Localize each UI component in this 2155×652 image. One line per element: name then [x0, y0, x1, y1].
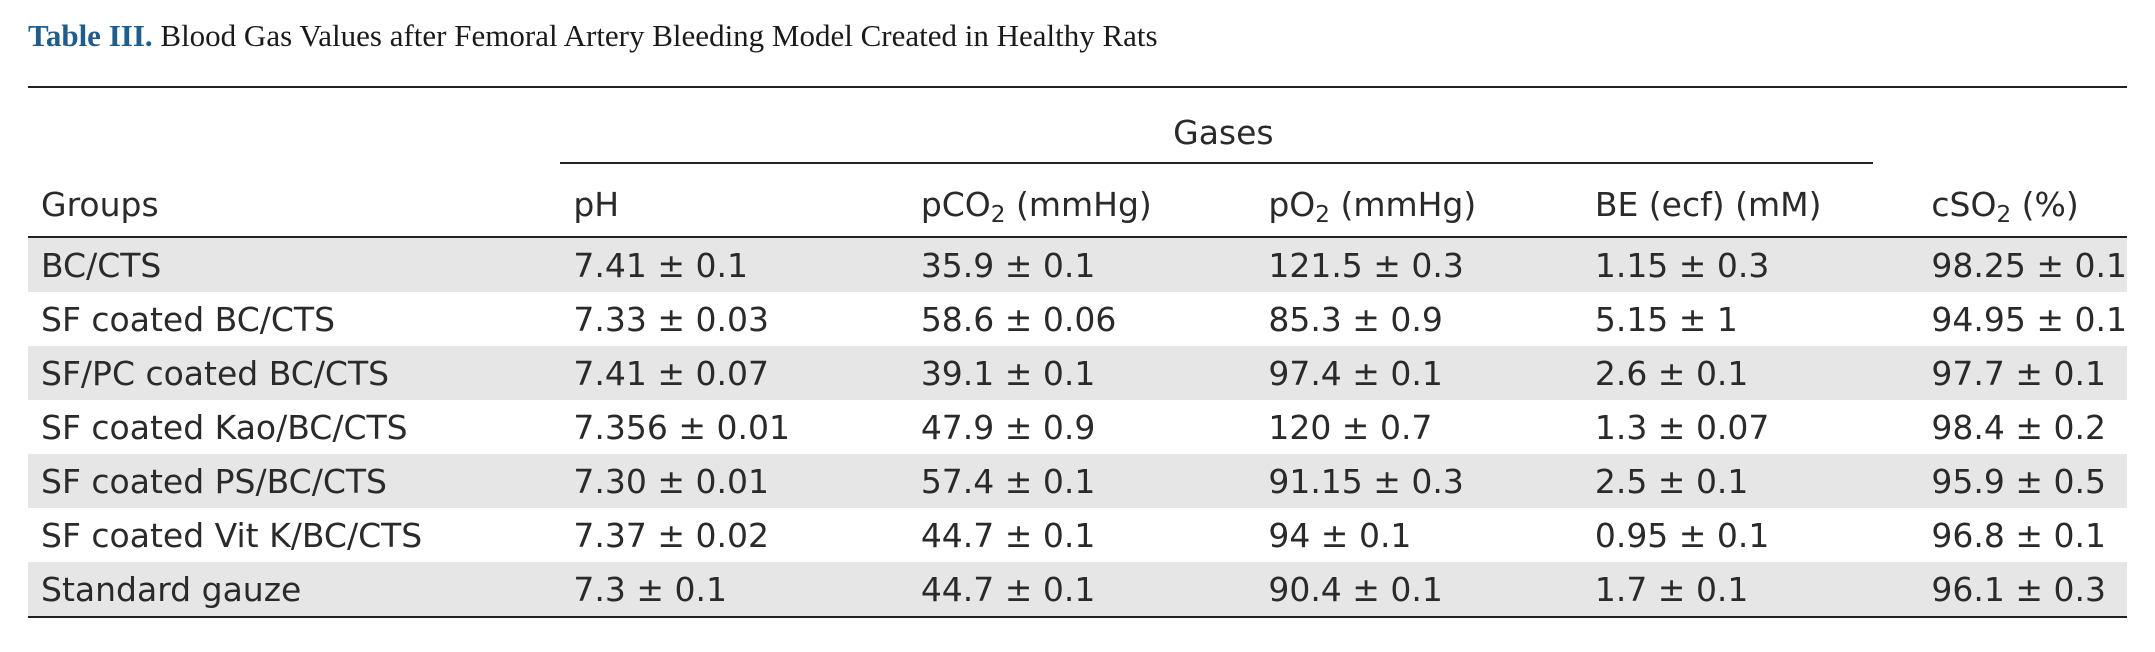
cell-ph: 7.356 ± 0.01: [573, 407, 790, 447]
col-header-pco2: pCO2 (mmHg): [907, 172, 1256, 238]
cell-po2: 90.4 ± 0.1: [1255, 562, 1582, 618]
cell-group: BC/CTS: [28, 237, 561, 292]
blood-gas-table: Gases Groups pH pCO2 (mmHg) pO2 (mmHg) B…: [28, 100, 2127, 618]
cell-po2: 91.15 ± 0.3: [1255, 454, 1582, 508]
col-header-ph: pH: [560, 172, 908, 238]
col-header-groups: Groups: [28, 172, 561, 238]
cell-group: SF coated Vit K/BC/CTS: [41, 515, 423, 555]
cell-cso2: 97.7 ± 0.1: [1918, 346, 2127, 400]
cell-pco2: 44.7 ± 0.1: [907, 562, 1256, 618]
cell-cso2: 96.8 ± 0.1: [1931, 515, 2106, 555]
cell-po2: 94 ± 0.1: [1268, 515, 1412, 555]
cell-pco2: 39.1 ± 0.1: [907, 346, 1256, 400]
cell-pco2: 35.9 ± 0.1: [907, 237, 1256, 292]
cell-group: SF coated Kao/BC/CTS: [41, 407, 408, 447]
table-row: SF coated Vit K/BC/CTS 7.37 ± 0.02 44.7 …: [28, 508, 2127, 562]
cell-be: 0.95 ± 0.1: [1594, 515, 1770, 555]
cell-group: Standard gauze: [28, 562, 561, 618]
cell-group: SF coated PS/BC/CTS: [28, 454, 561, 508]
table-row: SF/PC coated BC/CTS 7.41 ± 0.07 39.1 ± 0…: [28, 346, 2127, 400]
cell-pco2: 44.7 ± 0.1: [920, 515, 1096, 555]
table-row: BC/CTS 7.41 ± 0.1 35.9 ± 0.1 121.5 ± 0.3…: [28, 237, 2127, 292]
cell-cso2: 95.9 ± 0.5: [1918, 454, 2127, 508]
table-row: SF coated PS/BC/CTS 7.30 ± 0.01 57.4 ± 0…: [28, 454, 2127, 508]
cell-group: SF coated BC/CTS: [41, 299, 336, 339]
cell-po2: 121.5 ± 0.3: [1255, 237, 1582, 292]
cell-be: 5.15 ± 1: [1594, 299, 1738, 339]
table-row: SF coated BC/CTS 7.33 ± 0.03 58.6 ± 0.06…: [28, 292, 2127, 346]
cell-cso2: 98.4 ± 0.2: [1931, 407, 2106, 447]
cell-ph: 7.30 ± 0.01: [560, 454, 908, 508]
top-rule: [28, 86, 2127, 88]
col-header-be: BE (ecf) (mM): [1581, 172, 1919, 238]
cell-ph: 7.3 ± 0.1: [560, 562, 908, 618]
header-group-row: Gases: [28, 100, 2127, 172]
cell-po2: 97.4 ± 0.1: [1255, 346, 1582, 400]
cell-ph: 7.33 ± 0.03: [573, 299, 769, 339]
cell-cso2: 94.95 ± 0.1: [1931, 299, 2127, 339]
cell-be: 2.6 ± 0.1: [1581, 346, 1919, 400]
table-title: Blood Gas Values after Femoral Artery Bl…: [160, 18, 1158, 53]
cell-ph: 7.37 ± 0.02: [573, 515, 769, 555]
cell-po2: 120 ± 0.7: [1268, 407, 1433, 447]
cell-be: 1.15 ± 0.3: [1581, 237, 1919, 292]
cell-cso2: 98.25 ± 0.1: [1918, 237, 2127, 292]
cell-be: 2.5 ± 0.1: [1581, 454, 1919, 508]
cell-ph: 7.41 ± 0.07: [560, 346, 908, 400]
cell-pco2: 47.9 ± 0.9: [920, 407, 1096, 447]
table-label: Table III.: [28, 18, 153, 53]
cell-be: 1.3 ± 0.07: [1594, 407, 1770, 447]
cell-pco2: 57.4 ± 0.1: [907, 454, 1256, 508]
cell-be: 1.7 ± 0.1: [1581, 562, 1919, 618]
cell-group: SF/PC coated BC/CTS: [28, 346, 561, 400]
cell-ph: 7.41 ± 0.1: [560, 237, 908, 292]
table-row: Standard gauze 7.3 ± 0.1 44.7 ± 0.1 90.4…: [28, 562, 2127, 618]
col-header-po2: pO2 (mmHg): [1255, 172, 1582, 238]
col-header-cso2: cSO2 (%): [1918, 172, 2127, 238]
cell-po2: 85.3 ± 0.9: [1268, 299, 1443, 339]
cell-cso2: 96.1 ± 0.3: [1918, 562, 2127, 618]
gases-group-header: Gases: [560, 100, 1918, 172]
table-container: Gases Groups pH pCO2 (mmHg) pO2 (mmHg) B…: [28, 100, 2127, 618]
table-row: SF coated Kao/BC/CTS 7.356 ± 0.01 47.9 ±…: [28, 400, 2127, 454]
table-caption: Table III. Blood Gas Values after Femora…: [28, 18, 1158, 54]
header-row: Groups pH pCO2 (mmHg) pO2 (mmHg) BE (ecf…: [28, 172, 2127, 238]
cell-pco2: 58.6 ± 0.06: [920, 299, 1117, 339]
